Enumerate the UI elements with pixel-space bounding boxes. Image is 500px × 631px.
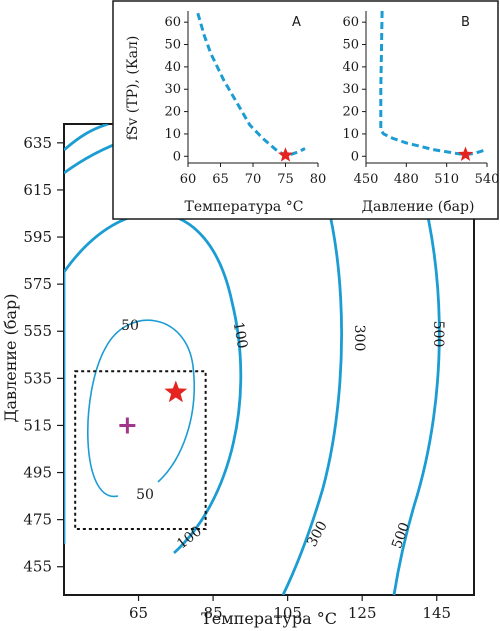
main-y-tick-label: 615 xyxy=(23,181,52,199)
inset-y-tick-label: 20 xyxy=(164,105,181,120)
main-x-axis-label: Температура °C xyxy=(201,609,337,628)
main-y-tick-label: 535 xyxy=(23,369,52,387)
inset-y-tick-label: 50 xyxy=(342,38,359,53)
main-x-tick-label: 65 xyxy=(129,604,148,622)
main-x-tick-label: 145 xyxy=(422,604,451,622)
inset-a-y-axis-label: fSv (TP), (Кал) xyxy=(125,36,141,141)
main-contours xyxy=(64,124,441,595)
plus-marker xyxy=(119,417,136,434)
main-y-tick-label: 495 xyxy=(23,464,52,482)
main-y-tick-label: 555 xyxy=(23,322,52,340)
inset-plot-b: 450 480 510 540 0 10 20 30 40 50 60 B Давление (б… xyxy=(342,10,500,215)
inset-y-tick-label: 60 xyxy=(164,15,181,30)
contour-line-50 xyxy=(87,319,195,497)
inset-x-tick-label: 510 xyxy=(434,172,459,187)
inset-y-tick-label: 30 xyxy=(164,82,181,97)
inset-x-tick-label: 60 xyxy=(180,172,197,187)
main-y-ticks: 455 475 495 515 535 555 575 595 615 635 xyxy=(23,134,64,576)
inset-y-tick-label: 10 xyxy=(342,127,359,142)
contour-label-50-top: 50 xyxy=(121,318,139,334)
contour-label-50-bottom: 50 xyxy=(136,487,154,503)
inset-plot-a: 60 65 70 75 80 0 10 20 30 40 50 60 A Температура °… xyxy=(125,11,326,215)
contour-label-100: 100 xyxy=(230,321,250,350)
inset-x-tick-label: 540 xyxy=(475,172,500,187)
main-y-tick-label: 455 xyxy=(23,558,52,576)
main-y-tick-label: 595 xyxy=(23,228,52,246)
inset-y-tick-label: 40 xyxy=(342,60,359,75)
inset-a-panel-letter: A xyxy=(292,15,301,30)
inset-a-x-axis-label: Температура °C xyxy=(185,199,304,215)
main-y-axis-label: Давление (бар) xyxy=(1,294,20,423)
inset-x-tick-label: 80 xyxy=(310,172,327,187)
inset-x-tick-label: 450 xyxy=(354,172,379,187)
inset-y-tick-label: 20 xyxy=(342,105,359,120)
contour-label-300: 300 xyxy=(351,325,367,352)
inset-x-tick-label: 75 xyxy=(277,172,294,187)
main-y-tick-label: 575 xyxy=(23,275,52,293)
inset-b-star-marker xyxy=(457,146,474,161)
inset-y-tick-label: 50 xyxy=(164,38,181,53)
star-marker xyxy=(164,380,188,403)
inset-a-x-ticks: 60 65 70 75 80 xyxy=(180,163,327,187)
main-x-tick-label: 85 xyxy=(204,604,223,622)
main-y-tick-label: 635 xyxy=(23,134,52,152)
main-y-tick-label: 475 xyxy=(23,511,52,529)
main-y-tick-label: 515 xyxy=(23,416,52,434)
contour-label-500: 500 xyxy=(430,321,446,348)
inset-b-y-ticks: 0 10 20 30 40 50 60 xyxy=(342,15,366,164)
inset-y-tick-label: 0 xyxy=(351,149,359,164)
main-x-ticks: 65 85 105 125 145 xyxy=(129,595,451,622)
main-x-tick-label: 105 xyxy=(273,604,302,622)
inset-b-series-line xyxy=(379,10,488,157)
contour-line-100 xyxy=(64,211,243,555)
main-x-tick-label: 125 xyxy=(348,604,377,622)
inset-y-tick-label: 60 xyxy=(342,15,359,30)
inset-y-tick-label: 10 xyxy=(164,127,181,142)
inset-frame xyxy=(112,0,499,220)
inset-x-tick-label: 480 xyxy=(394,172,419,187)
inset-y-tick-label: 30 xyxy=(342,82,359,97)
inset-y-tick-label: 0 xyxy=(173,149,181,164)
inset-b-panel-letter: B xyxy=(461,15,470,30)
inset-x-tick-label: 65 xyxy=(212,172,229,187)
inset-x-tick-label: 70 xyxy=(245,172,262,187)
inset-a-star-marker xyxy=(277,147,294,162)
inset-a-y-ticks: 0 10 20 30 40 50 60 xyxy=(164,15,188,164)
inset-y-tick-label: 40 xyxy=(164,60,181,75)
inset-panel: 60 65 70 75 80 0 10 20 30 40 50 60 A Температура °… xyxy=(112,0,500,220)
inset-b-x-axis-label: Давление (бар) xyxy=(362,199,475,215)
inset-b-x-ticks: 450 480 510 540 xyxy=(354,163,500,187)
